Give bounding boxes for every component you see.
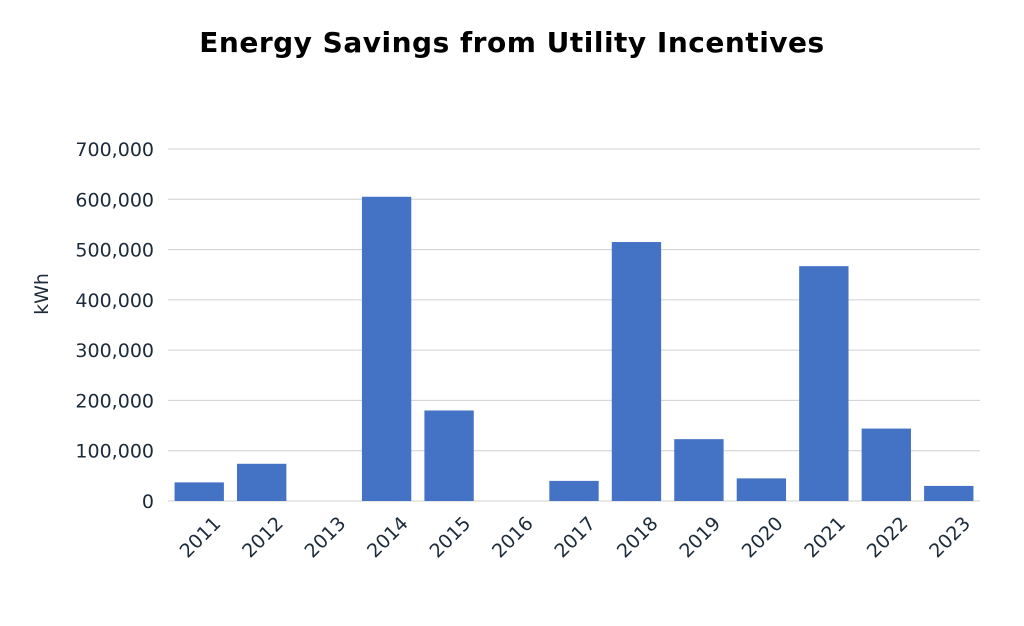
bar-2022 xyxy=(861,428,911,501)
x-axis-tick-labels: 2011 2012 2013 2014 2015 2016 2017 2018 2019 2020… xyxy=(176,513,975,563)
y-tick-label: 200,000 xyxy=(75,390,154,412)
gridlines xyxy=(168,148,980,502)
y-axis-label: kWh xyxy=(31,273,53,315)
x-tick-label: 2021 xyxy=(800,513,850,563)
x-tick-label: 2014 xyxy=(363,513,413,563)
y-tick-label: 400,000 xyxy=(75,290,154,312)
bar-2020 xyxy=(736,478,787,501)
bar-2018 xyxy=(611,242,662,501)
y-tick-label: 0 xyxy=(142,491,154,513)
bar-2021 xyxy=(799,266,849,501)
x-tick-label: 2022 xyxy=(863,513,913,563)
y-tick-label: 600,000 xyxy=(75,189,154,211)
x-tick-label: 2016 xyxy=(488,513,538,563)
y-axis-tick-labels: 0 100,000 200,000 300,000 400,000 500,000 600,… xyxy=(75,139,154,513)
bar-2015 xyxy=(424,410,474,501)
bar-2012 xyxy=(237,463,287,501)
bar-2011 xyxy=(174,482,224,501)
bar-2019 xyxy=(674,439,724,501)
x-tick-label: 2018 xyxy=(613,513,663,563)
bar-2017 xyxy=(549,480,599,501)
chart-title: Energy Savings from Utility Incentives xyxy=(199,26,825,59)
x-tick-label: 2015 xyxy=(425,513,475,563)
y-tick-label: 100,000 xyxy=(75,441,154,463)
x-tick-label: 2017 xyxy=(550,513,600,563)
x-tick-label: 2013 xyxy=(301,513,351,563)
y-tick-label: 500,000 xyxy=(75,240,154,262)
x-tick-label: 2023 xyxy=(925,513,975,563)
bar-2014 xyxy=(361,196,412,501)
x-tick-label: 2012 xyxy=(238,513,288,563)
y-tick-label: 700,000 xyxy=(75,139,154,161)
bars xyxy=(174,196,974,501)
x-tick-label: 2020 xyxy=(738,513,788,563)
x-tick-label: 2019 xyxy=(675,513,725,563)
bar-2023 xyxy=(924,485,974,501)
y-tick-label: 300,000 xyxy=(75,340,154,362)
x-tick-label: 2011 xyxy=(176,513,226,563)
